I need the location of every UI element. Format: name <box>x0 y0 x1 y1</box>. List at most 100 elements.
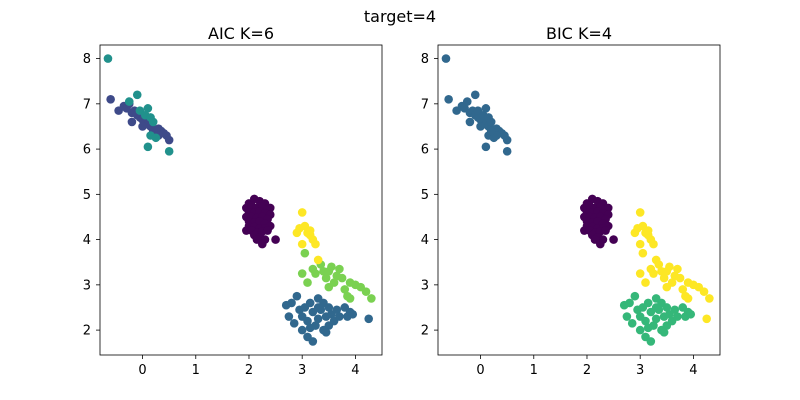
aic-cluster-4-point <box>340 285 350 294</box>
aic-cluster-2-point <box>284 312 294 321</box>
bic-cluster-3-point <box>649 269 658 278</box>
bic-x-tick-label: 1 <box>530 363 538 378</box>
aic-cluster-4-point <box>345 294 355 303</box>
bic-cluster-2-point <box>625 298 634 308</box>
aic-x-tick-label: 2 <box>245 363 253 378</box>
aic-y-tick-label: 6 <box>83 143 91 158</box>
bic-cluster-3-point <box>638 248 648 258</box>
aic-y-tick-label: 5 <box>83 188 91 203</box>
bic-cluster-2-point <box>659 328 669 337</box>
bic-cluster-1-point <box>441 54 451 63</box>
bic-cluster-3-point <box>678 285 688 294</box>
bic-x-tick-label: 0 <box>476 363 484 378</box>
aic-cluster-2-point <box>335 312 344 321</box>
bic-cluster-2-point <box>622 312 632 321</box>
aic-cluster-5-point <box>311 239 320 249</box>
bic-cluster-2-point <box>651 303 661 312</box>
figure-suptitle: target=4 <box>364 7 436 26</box>
bic-chart-title: BIC K=4 <box>546 24 612 43</box>
aic-cluster-2-point <box>289 319 299 328</box>
aic-cluster-0-point <box>263 226 272 235</box>
aic-x-tick-label: 1 <box>192 363 200 378</box>
aic-cluster-2-point <box>292 291 302 301</box>
aic-cluster-2-point <box>305 323 315 333</box>
bic-cluster-1-point <box>502 135 512 145</box>
aic-y-tick-label: 2 <box>83 324 91 339</box>
bic-cluster-2-point <box>670 305 680 315</box>
aic-cluster-3-point <box>103 54 113 63</box>
bic-y-tick-label: 6 <box>421 143 429 158</box>
aic-cluster-4-point <box>297 269 307 278</box>
aic-cluster-1-point <box>138 122 147 131</box>
bic-y-tick-label: 7 <box>421 97 429 112</box>
bic-cluster-0-point <box>601 226 610 235</box>
bic-cluster-2-point <box>627 319 637 328</box>
aic-cluster-4-point <box>327 262 336 272</box>
aic-cluster-0-point <box>271 235 280 244</box>
aic-cluster-2-point <box>287 298 296 308</box>
bic-cluster-3-point <box>643 226 653 235</box>
aic-cluster-4-point <box>337 273 347 283</box>
aic-cluster-0-point <box>265 203 275 213</box>
bic-cluster-3-point <box>675 273 685 283</box>
bic-y-tick-label: 2 <box>421 324 429 339</box>
aic-cluster-1-point <box>164 135 174 145</box>
aic-y-tick-label: 8 <box>83 52 91 67</box>
bic-cluster-2-point <box>662 303 672 312</box>
bic-cluster-3-point <box>705 294 714 303</box>
aic-y-tick-label: 7 <box>83 97 91 112</box>
bic-cluster-1-point <box>486 117 496 127</box>
bic-scatter-panel: BIC K=4 0 1 2 3 4 2 3 4 5 6 7 8 <box>421 24 721 378</box>
aic-cluster-4-point <box>303 278 312 287</box>
aic-cluster-4-point <box>367 294 376 303</box>
aic-chart-title: AIC K=6 <box>208 24 274 43</box>
bic-cluster-1-point <box>476 122 485 131</box>
bic-y-tick-label: 4 <box>421 233 429 248</box>
aic-cluster-1-point <box>127 117 137 127</box>
bic-cluster-1-point <box>481 142 491 152</box>
aic-cluster-2-point <box>303 316 312 326</box>
aic-cluster-4-point <box>335 264 344 274</box>
aic-cluster-2-point <box>348 309 358 319</box>
aic-cluster-3-point <box>124 97 134 106</box>
bic-cluster-3-point <box>699 287 709 296</box>
aic-cluster-0-point <box>257 239 267 249</box>
aic-cluster-2-point <box>313 303 323 312</box>
aic-cluster-2-point <box>308 337 318 346</box>
bic-y-tick-label: 5 <box>421 188 429 203</box>
bic-cluster-0-point <box>603 203 613 213</box>
bic-cluster-3-point <box>702 314 711 324</box>
bic-cluster-1-point <box>470 90 480 100</box>
bic-x-tick-label: 2 <box>583 363 591 378</box>
aic-cluster-3-point <box>143 142 153 152</box>
bic-cluster-2-point <box>673 312 682 321</box>
aic-cluster-3-point <box>151 133 161 143</box>
bic-cluster-3-point <box>654 260 664 269</box>
bic-plot-frame <box>437 44 721 356</box>
bic-cluster-3-point <box>667 278 677 287</box>
aic-cluster-2-point <box>321 328 331 337</box>
bic-cluster-0-point <box>609 235 618 244</box>
bic-cluster-2-point <box>646 337 656 346</box>
aic-cluster-1-point <box>106 95 115 104</box>
aic-y-tick-label: 4 <box>83 233 91 248</box>
aic-cluster-4-point <box>361 287 371 296</box>
bic-y-tick-label: 8 <box>421 52 429 67</box>
bic-cluster-3-point <box>659 273 669 283</box>
aic-x-tick-label: 3 <box>298 363 306 378</box>
bic-cluster-3-point <box>665 262 674 272</box>
bic-x-tick-label: 4 <box>689 363 697 378</box>
aic-cluster-3-point <box>132 90 142 100</box>
bic-cluster-0-point <box>595 239 605 249</box>
aic-cluster-3-point <box>164 147 174 156</box>
aic-cluster-5-point <box>313 255 323 265</box>
bic-cluster-1-point <box>502 147 512 156</box>
aic-cluster-5-point <box>297 239 307 249</box>
aic-cluster-3-point <box>148 117 158 127</box>
bic-cluster-3-point <box>649 239 658 249</box>
aic-cluster-2-point <box>305 298 315 308</box>
bic-cluster-3-point <box>641 278 650 287</box>
bic-cluster-3-point <box>683 294 693 303</box>
aic-cluster-3-point <box>143 104 153 113</box>
